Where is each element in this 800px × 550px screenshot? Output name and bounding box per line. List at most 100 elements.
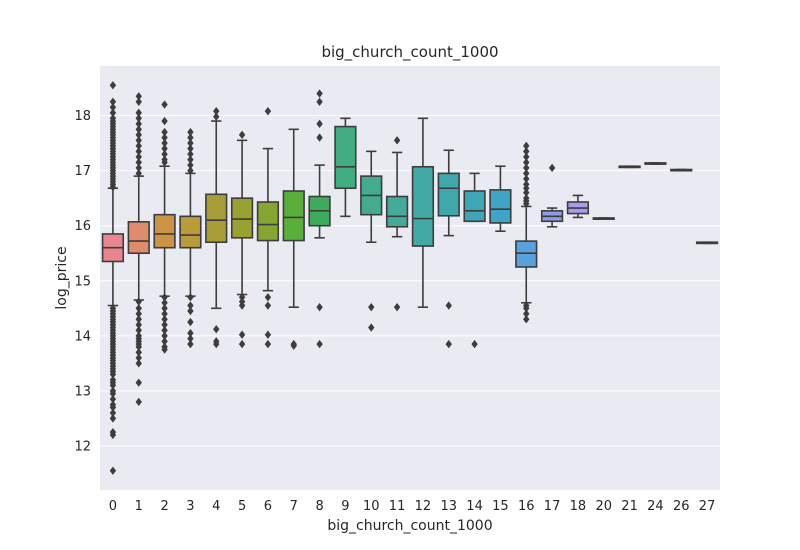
y-tick-label: 13 [74,384,91,399]
outlier-point [109,370,117,379]
outlier-point [523,158,530,167]
outlier-point [213,339,220,349]
outlier-point [135,158,142,167]
outlier-point [238,330,246,339]
outlier-point [264,106,272,116]
outlier-point [135,315,142,324]
outlier-point [548,163,556,173]
outlier-point [187,306,194,316]
outlier-point [187,334,194,343]
outlier-point [264,293,272,302]
outlier-point [187,301,194,310]
outlier-point [135,97,142,106]
outlier-point [135,147,142,156]
box-iqr [334,125,357,190]
outlier-point [393,136,401,145]
outlier-point [316,303,323,312]
box-14 [463,172,486,349]
outlier-point [368,323,375,332]
box-iqr [179,215,202,249]
outlier-point [187,166,194,175]
outlier-point [523,315,530,324]
box-iqr [385,195,409,228]
x-tick-label: 6 [264,499,272,514]
outlier-point [161,309,168,318]
outlier-point [109,81,117,90]
outlier-point [187,293,194,302]
outlier-point [109,408,117,418]
outlier-point [523,199,530,208]
outlier-point [523,184,530,193]
outlier-point [523,304,530,313]
outlier-point [161,116,168,126]
outlier-point [290,341,297,350]
x-tick-label: 1 [135,499,143,514]
outlier-point [161,326,168,335]
outlier-point [135,141,142,151]
outlier-point [187,155,194,164]
outlier-point [135,169,142,178]
x-tick-label: 18 [570,499,587,514]
outlier-point [213,106,220,116]
box-iqr [437,172,460,217]
outlier-point [135,125,142,134]
outlier-point [109,430,117,440]
outlier-point [135,297,142,306]
box-20 [592,217,615,220]
box-iqr [230,197,254,239]
x-tick-labels: 0 1 2 3 4 5 6 7 8 9 10 11 12 13 14 15 16 17 18 20 21 24 26 27 [109,499,716,514]
x-tick-label: 17 [544,499,561,514]
x-tick-label: 11 [389,499,406,514]
box-3 [179,127,202,349]
outlier-point [135,348,142,357]
outlier-point [368,303,375,312]
outlier-point [264,339,272,349]
box-18 [566,194,590,219]
outlier-point [109,389,117,398]
outlier-point [135,152,142,162]
outlier-point [523,163,530,173]
outlier-point [187,339,194,349]
outlier-point [135,320,142,329]
outlier-point [161,315,168,324]
outlier-point [161,138,168,148]
box-26 [670,168,693,172]
outlier-point [187,133,194,142]
box-16 [515,141,538,324]
outlier-point [135,309,142,318]
outlier-point [264,301,272,310]
outlier-point [161,149,168,159]
x-tick-label: 8 [315,499,323,514]
box-iqr [515,240,538,268]
y-tick-label: 18 [74,109,91,124]
outlier-point [109,403,117,412]
box-iqr [411,165,435,247]
outlier-point [135,304,142,313]
x-tick-label: 24 [647,499,664,514]
box-13 [437,149,460,349]
outlier-point [393,303,401,312]
box-10 [360,150,383,332]
outlier-point [135,353,142,363]
outlier-point [523,147,530,156]
outlier-point [135,119,142,128]
outlier-point [109,103,117,112]
x-tick-label: 16 [518,499,535,514]
outlier-point [523,174,530,184]
outlier-point [135,136,142,145]
box-11 [385,136,409,312]
outlier-point [316,119,323,128]
x-tick-label: 12 [415,499,432,514]
outlier-point [213,112,220,121]
box-12 [411,117,435,308]
box-iqr [463,190,486,223]
outlier-point [187,317,194,327]
outlier-point [161,331,168,340]
outlier-point [135,130,142,139]
box-4 [205,106,228,349]
x-tick-label: 20 [595,499,612,514]
plot-area [100,66,720,490]
outlier-point [161,144,168,153]
x-tick-label: 5 [238,499,246,514]
